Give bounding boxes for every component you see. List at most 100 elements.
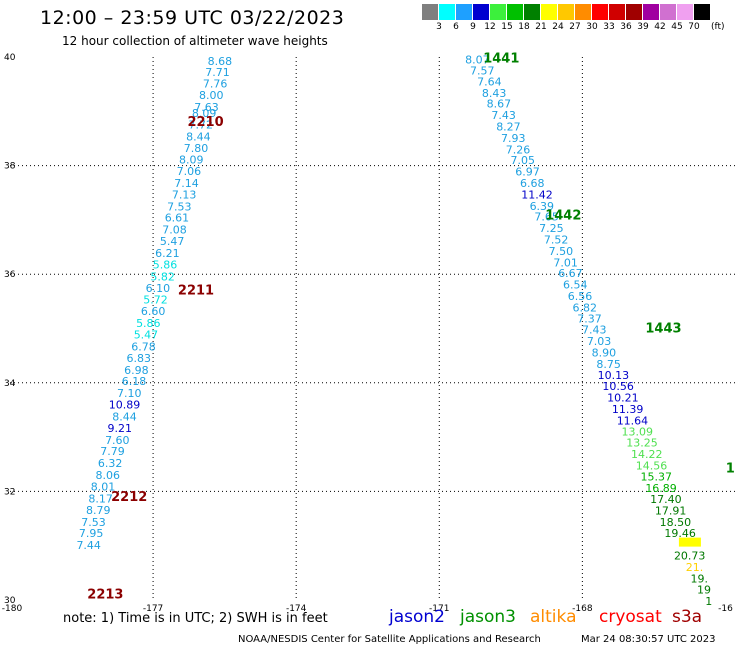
wave-height-value: 19 xyxy=(697,584,711,597)
legend-swatch xyxy=(592,4,609,20)
legend-label: 42 xyxy=(654,22,666,32)
legend-label: 30 xyxy=(586,22,598,32)
track-time-label: 1 xyxy=(726,462,735,477)
wave-height-value: 6.21 xyxy=(155,247,180,260)
wave-height-value: 5.47 xyxy=(160,235,185,248)
wave-height-value: 7.65 xyxy=(534,211,559,224)
track-time-label: 2210 xyxy=(187,115,223,130)
wave-height-value: 7.43 xyxy=(491,109,516,122)
satellite-label-s3a: s3a xyxy=(672,607,703,627)
wave-height-value: 6.98 xyxy=(124,364,149,377)
x-tick-label: -177 xyxy=(143,604,163,614)
wave-height-value: 10.21 xyxy=(607,391,639,404)
wave-height-value: 7.26 xyxy=(506,143,531,156)
wave-height-value: 10.13 xyxy=(598,369,630,382)
wave-height-value: 8.43 xyxy=(482,87,507,100)
legend-swatch xyxy=(609,4,626,20)
wave-height-value: 7.01 xyxy=(553,256,578,269)
legend-swatch xyxy=(507,4,524,20)
units-note: note: 1) Time is in UTC; 2) SWH is in fe… xyxy=(63,611,328,626)
axis-tick-labels: -180 -177 -174 -171 -168 -16 40 38 36 34 32 30 xyxy=(2,53,733,614)
track-time-label: 2211 xyxy=(178,283,214,298)
wave-height-value: 11.64 xyxy=(617,414,649,427)
wave-height-value: 7.14 xyxy=(174,177,199,190)
legend-label: 21 xyxy=(535,22,547,32)
page-title: 12:00 – 23:59 UTC 03/22/2023 xyxy=(40,7,345,29)
wave-height-value: 6.60 xyxy=(141,305,166,318)
wave-height-value: 7.10 xyxy=(117,387,142,400)
y-tick-label: 40 xyxy=(4,53,16,63)
wave-height-value: 6.68 xyxy=(520,177,545,190)
wave-height-value: 18.50 xyxy=(660,516,692,529)
wave-height-value: 8.00 xyxy=(199,89,224,102)
wave-height-value: 14.56 xyxy=(636,459,668,472)
wave-height-value: 16.89 xyxy=(645,482,677,495)
y-tick-label: 36 xyxy=(4,270,16,280)
y-tick-label: 34 xyxy=(4,379,16,389)
wave-height-value: 19. xyxy=(690,572,708,585)
wave-height-value: 8.44 xyxy=(186,130,211,143)
wave-height-value: 5.86 xyxy=(153,258,178,271)
wave-height-value: 7.13 xyxy=(172,188,197,201)
wave-height-value: 6.54 xyxy=(563,279,588,292)
wave-height-value: 7.53 xyxy=(167,200,192,213)
footer-credit: NOAA/NESDIS Center for Satellite Applica… xyxy=(238,634,541,645)
legend-swatch xyxy=(558,4,575,20)
satellite-label-jason2: jason2 xyxy=(389,607,445,627)
wave-height-value: 8.17 xyxy=(88,492,113,505)
legend-swatch xyxy=(677,4,694,20)
satellite-label-altika: altika xyxy=(530,607,577,627)
legend-swatch xyxy=(456,4,473,20)
legend-swatch xyxy=(660,4,677,20)
legend-swatch xyxy=(490,4,507,20)
legend-label: 18 xyxy=(518,22,530,32)
legend-label: 3 xyxy=(436,22,442,32)
wave-height-value: 8.90 xyxy=(592,346,617,359)
wave-height-value: 11.42 xyxy=(521,188,553,201)
satellite-label-jason3: jason3 xyxy=(460,607,516,627)
legend-label: 39 xyxy=(637,22,649,32)
wave-height-value: 6.61 xyxy=(165,212,190,225)
wave-height-value: 5.82 xyxy=(150,270,175,283)
wave-height-value: 6.39 xyxy=(530,200,555,213)
wave-height-value: 6.83 xyxy=(127,352,152,365)
legend-swatch xyxy=(422,4,439,20)
altimeter-tracks: 8.687.717.768.007.638.097.728.447.808.09… xyxy=(76,52,734,608)
wave-height-value: 17.91 xyxy=(655,504,687,517)
track-time-label: 2212 xyxy=(111,490,147,505)
wave-height-value: 7.50 xyxy=(549,245,574,258)
wave-height-value: 11.39 xyxy=(612,403,644,416)
legend-label: 36 xyxy=(620,22,632,32)
grid-lines xyxy=(10,57,735,600)
wave-height-value: 7.76 xyxy=(203,78,228,91)
track-time-label: 1442 xyxy=(545,209,581,224)
legend-swatch xyxy=(524,4,541,20)
wave-height-value: 7.53 xyxy=(81,516,106,529)
wave-height-value: 9.21 xyxy=(107,422,132,435)
x-tick-label: -168 xyxy=(572,604,593,614)
wave-height-value: 10.56 xyxy=(602,380,634,393)
track-time-label: 1443 xyxy=(645,322,681,337)
legend-swatch xyxy=(541,4,558,20)
y-tick-label: 30 xyxy=(4,596,16,606)
legend-swatch xyxy=(473,4,490,20)
wave-height-value: 7.71 xyxy=(205,66,230,79)
legend-swatch xyxy=(575,4,592,20)
wave-height-value: 7.08 xyxy=(162,224,187,237)
wave-height-value: 6.78 xyxy=(131,340,156,353)
legend-label: 15 xyxy=(501,22,513,32)
x-tick-label: -171 xyxy=(429,604,449,614)
x-tick-label: -180 xyxy=(2,604,23,614)
wave-height-value: 8.09 xyxy=(179,154,204,167)
wave-height-value: 13.09 xyxy=(621,426,653,439)
wave-height-value: 7.64 xyxy=(477,75,502,88)
wave-height-value: 8.67 xyxy=(487,98,512,111)
legend-label: 33 xyxy=(603,22,615,32)
wave-height-value: 17.40 xyxy=(650,493,682,506)
footer-date: Mar 24 08:30:57 UTC 2023 xyxy=(581,634,716,645)
wave-height-value: 8.27 xyxy=(496,121,521,134)
wave-height-value: 6.82 xyxy=(573,301,598,314)
wave-height-value: 19.46 xyxy=(664,527,696,540)
wave-height-value: 7.05 xyxy=(510,154,535,167)
